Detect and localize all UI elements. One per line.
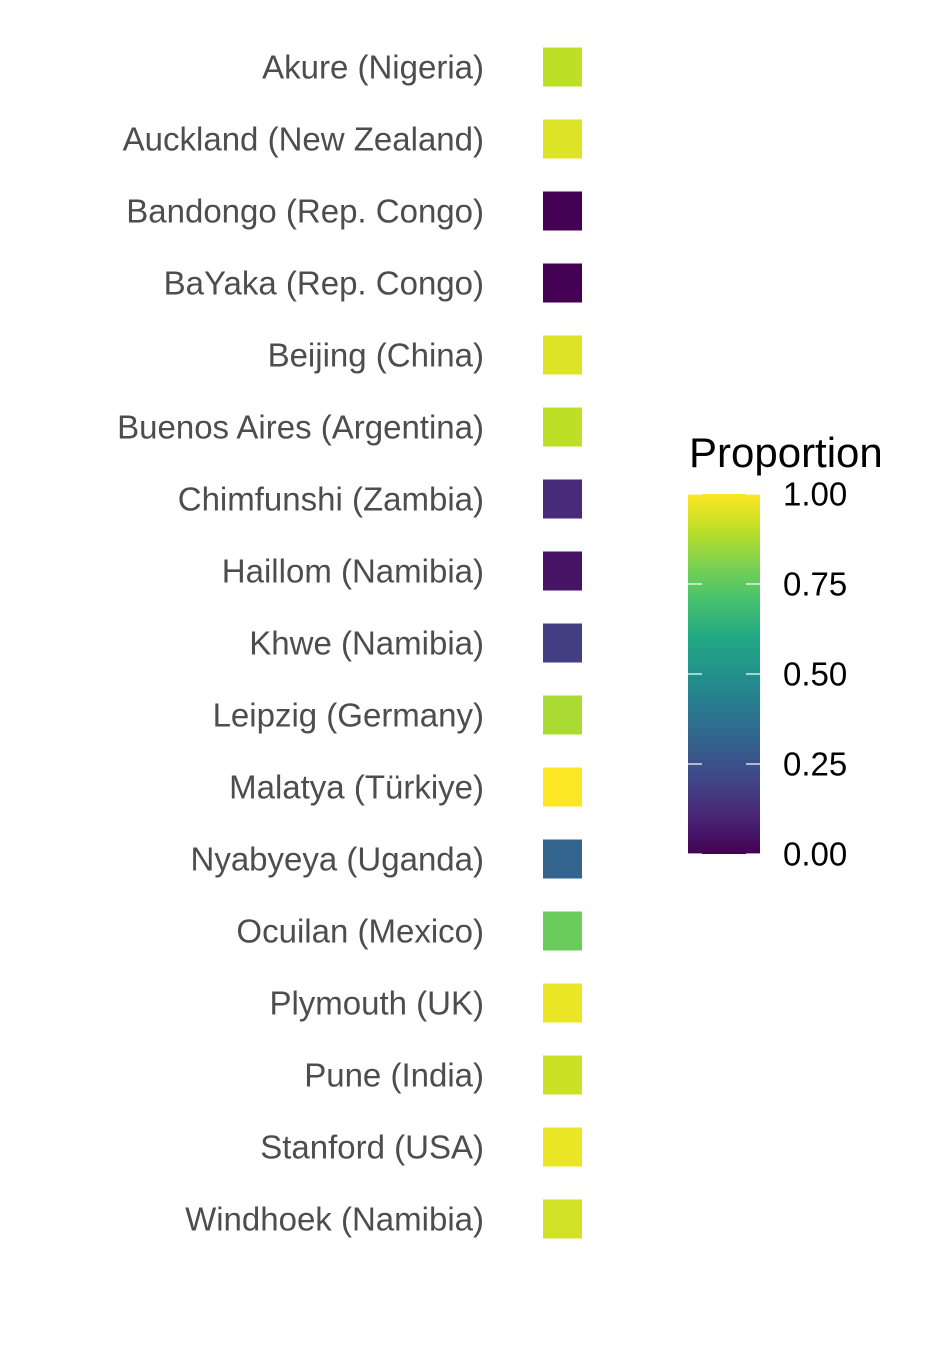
legend-tick-label: 0.50 — [783, 656, 847, 693]
legend-tick-label: 0.00 — [783, 836, 847, 873]
heatmap-tile — [543, 1055, 582, 1095]
row-label: Stanford (USA) — [260, 1129, 484, 1166]
row-label: Ocuilan (Mexico) — [236, 913, 484, 950]
row-label: Plymouth (UK) — [269, 985, 484, 1022]
row-label: Akure (Nigeria) — [262, 49, 484, 86]
heatmap-tile — [543, 695, 582, 735]
heatmap-tile — [543, 119, 582, 159]
row-label: BaYaka (Rep. Congo) — [164, 265, 484, 302]
heatmap-tile — [543, 263, 582, 303]
legend-tick-label: 0.25 — [783, 746, 847, 783]
row-label: Windhoek (Namibia) — [185, 1201, 484, 1238]
heatmap-tile — [543, 983, 582, 1023]
row-label: Pune (India) — [304, 1057, 484, 1094]
heatmap-tile — [543, 839, 582, 879]
heatmap-tile — [543, 1199, 582, 1239]
row-label: Chimfunshi (Zambia) — [178, 481, 484, 518]
heatmap-tile — [543, 623, 582, 663]
row-label: Buenos Aires (Argentina) — [117, 409, 484, 446]
row-label: Haillom (Namibia) — [222, 553, 484, 590]
heatmap-tile — [543, 191, 582, 231]
row-label: Beijing (China) — [268, 337, 484, 374]
heatmap-tile — [543, 551, 582, 591]
row-label: Khwe (Namibia) — [249, 625, 484, 662]
legend-tick-label: 0.75 — [783, 566, 847, 603]
row-label: Nyabyeya (Uganda) — [191, 841, 485, 878]
heatmap-tile — [543, 335, 582, 375]
heatmap-tile — [543, 47, 582, 87]
heatmap-tile — [543, 479, 582, 519]
heatmap-tile — [543, 911, 582, 951]
row-label: Malatya (Türkiye) — [229, 769, 484, 806]
heatmap-tile — [543, 767, 582, 807]
color-legend: Proportion 0.00 0.25 0.50 0.75 1.00 — [688, 429, 883, 873]
legend-title: Proportion — [689, 429, 883, 476]
heatmap-tile — [543, 1127, 582, 1167]
legend-tick-label: 1.00 — [783, 476, 847, 513]
row-label: Leipzig (Germany) — [213, 697, 484, 734]
row-label: Bandongo (Rep. Congo) — [126, 193, 484, 230]
row-label: Auckland (New Zealand) — [123, 121, 484, 158]
heatmap-tile — [543, 407, 582, 447]
